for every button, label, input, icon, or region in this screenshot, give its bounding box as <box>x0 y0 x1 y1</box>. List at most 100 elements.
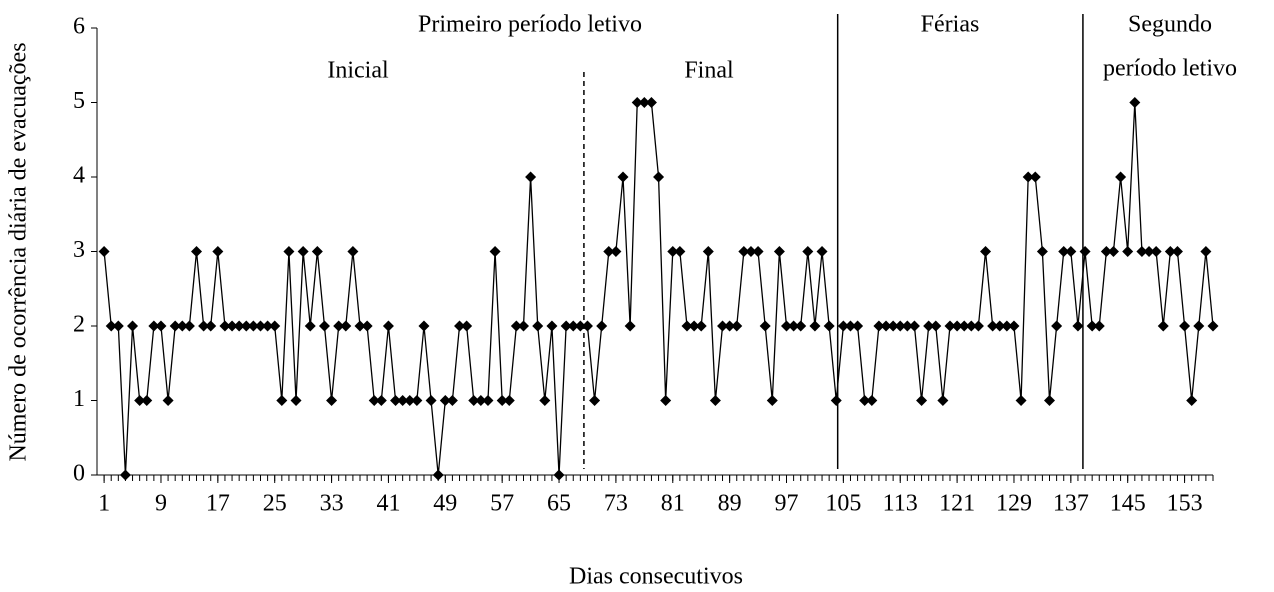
data-point <box>1029 171 1041 183</box>
data-point <box>1186 395 1198 406</box>
data-point <box>397 395 409 406</box>
x-tick-label: 121 <box>939 491 975 517</box>
x-tick-label: 41 <box>376 491 400 517</box>
data-point <box>1044 395 1056 406</box>
data-point <box>1171 246 1183 257</box>
x-tick-label: 1 <box>98 491 110 517</box>
data-point <box>837 320 849 332</box>
x-tick-label: 25 <box>263 491 287 517</box>
data-point <box>475 395 487 406</box>
x-tick-label: 49 <box>433 491 457 517</box>
data-point <box>731 320 743 332</box>
data-point <box>439 395 451 406</box>
data-point <box>908 320 920 332</box>
data-point <box>254 320 266 332</box>
data-point <box>468 395 480 406</box>
data-point <box>297 246 309 257</box>
data-point <box>1157 320 1169 332</box>
data-point <box>674 246 686 257</box>
data-point <box>112 320 124 332</box>
data-point <box>1200 246 1212 257</box>
data-point <box>226 320 238 332</box>
data-point <box>1207 320 1219 332</box>
data-point <box>937 395 949 406</box>
y-tick-label: 5 <box>73 88 85 114</box>
data-point <box>567 320 579 332</box>
data-point <box>425 395 437 406</box>
data-point <box>880 320 892 332</box>
data-point <box>283 246 295 257</box>
data-point <box>980 246 992 257</box>
data-point <box>894 320 906 332</box>
x-tick-label: 65 <box>547 491 571 517</box>
data-point <box>653 171 665 183</box>
x-tick-label: 73 <box>604 491 628 517</box>
annotation: Inicial <box>327 58 389 84</box>
y-tick-label: 0 <box>73 461 85 487</box>
data-point <box>610 246 622 257</box>
data-point <box>1136 246 1148 257</box>
x-tick-label: 145 <box>1110 491 1146 517</box>
data-point <box>681 320 693 332</box>
data-point <box>1115 171 1127 183</box>
data-point <box>660 395 672 406</box>
data-point <box>617 171 629 183</box>
data-point <box>788 320 800 332</box>
data-point <box>553 469 565 481</box>
data-point <box>1065 246 1077 257</box>
data-point <box>361 320 373 332</box>
data-point <box>404 395 416 406</box>
data-point <box>205 320 217 332</box>
data-point <box>1164 246 1176 257</box>
data-point <box>461 320 473 332</box>
data-point <box>916 395 928 406</box>
data-point <box>496 395 508 406</box>
x-tick-label: 57 <box>490 491 514 517</box>
data-point <box>382 320 394 332</box>
data-point <box>724 320 736 332</box>
data-point <box>1058 246 1070 257</box>
data-point <box>368 395 380 406</box>
data-point <box>589 395 601 406</box>
y-tick-label: 2 <box>73 312 85 338</box>
y-tick-label: 4 <box>73 163 85 189</box>
data-point <box>852 320 864 332</box>
data-point <box>240 320 252 332</box>
data-point <box>638 97 650 108</box>
data-point <box>844 320 856 332</box>
data-point <box>119 469 131 481</box>
data-point <box>1100 246 1112 257</box>
data-point <box>219 320 231 332</box>
data-point <box>1179 320 1191 332</box>
data-point <box>510 320 522 332</box>
x-tick-label: 113 <box>883 491 918 517</box>
annotation: período letivo <box>1103 56 1237 82</box>
data-point <box>965 320 977 332</box>
x-tick-label: 129 <box>996 491 1032 517</box>
data-point <box>1079 246 1091 257</box>
data-point <box>198 320 210 332</box>
data-point <box>1086 320 1098 332</box>
data-point <box>290 395 302 406</box>
x-tick-label: 89 <box>718 491 742 517</box>
data-point <box>347 246 359 257</box>
data-point <box>752 246 764 257</box>
data-point <box>446 395 458 406</box>
x-tick-label: 137 <box>1053 491 1089 517</box>
data-point <box>581 320 593 332</box>
data-point <box>311 246 323 257</box>
x-tick-label: 81 <box>661 491 685 517</box>
data-point <box>1022 171 1034 183</box>
annotation: Férias <box>921 12 980 38</box>
data-point <box>873 320 885 332</box>
data-point <box>901 320 913 332</box>
data-point <box>390 395 402 406</box>
data-point <box>1129 97 1141 108</box>
data-point <box>930 320 942 332</box>
data-point <box>809 320 821 332</box>
data-point <box>98 246 110 257</box>
data-point <box>525 171 537 183</box>
data-point <box>695 320 707 332</box>
data-point <box>1036 246 1048 257</box>
